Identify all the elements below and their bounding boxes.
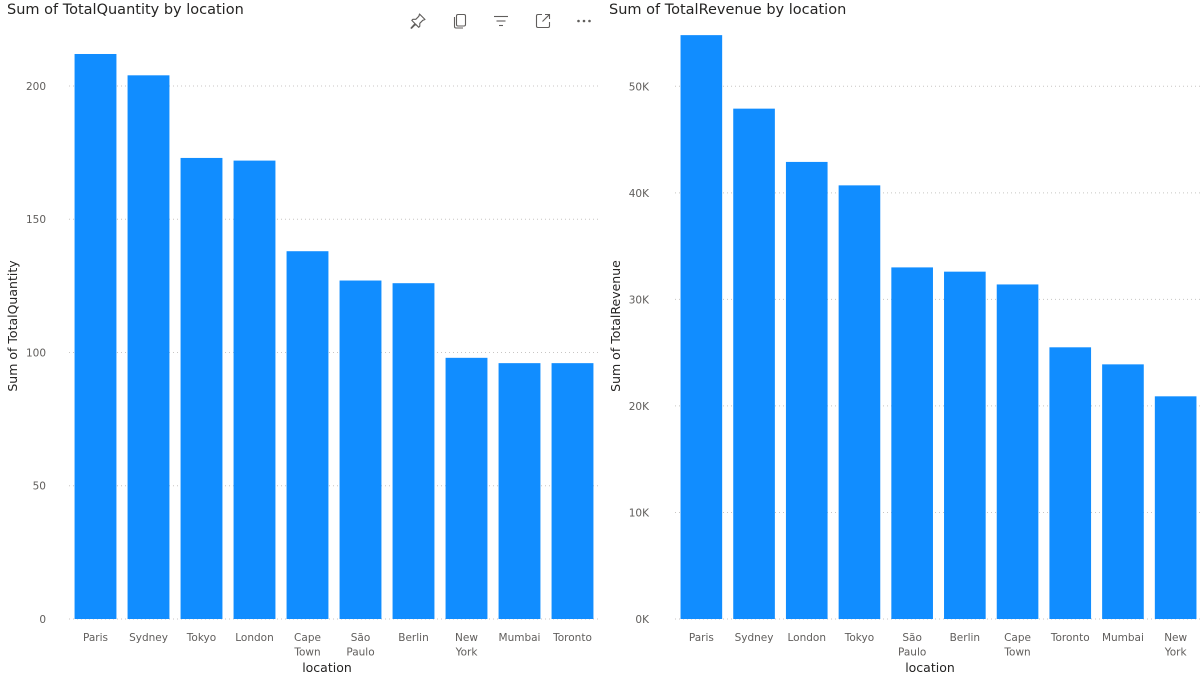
bar[interactable]	[1049, 347, 1092, 619]
pin-icon	[410, 13, 426, 29]
y-tick-label: 20K	[629, 401, 650, 413]
x-tick-label: Toronto	[1050, 632, 1090, 644]
x-tick-label: Berlin	[398, 632, 428, 644]
x-tick-label: Mumbai	[1102, 632, 1144, 644]
bar[interactable]	[180, 157, 223, 620]
x-tick-label: Toronto	[552, 632, 592, 644]
quantity-bar-chart: 0 50 100 150 200 Paris Sydney Tokyo London Cape To…	[5, 53, 599, 675]
x-tick-label: New York	[1164, 632, 1188, 659]
more-options-button[interactable]	[570, 8, 598, 34]
x-tick-label: London	[235, 632, 274, 644]
filter-button[interactable]	[487, 8, 515, 34]
y-axis-title: Sum of TotalRevenue	[608, 260, 623, 392]
x-axis-title: location	[302, 660, 352, 675]
y-tick-label: 200	[26, 81, 46, 93]
revenue-bar-chart: 0K 10K 20K 30K 40K 50K Paris Sydney London Tokyo S…	[608, 35, 1202, 675]
x-tick-label: São Paulo	[346, 632, 374, 659]
bar[interactable]	[891, 267, 933, 619]
x-tick-label: Mumbai	[499, 632, 541, 644]
bar[interactable]	[74, 53, 117, 619]
x-tick-label: Paris	[689, 632, 714, 644]
y-tick-label: 40K	[629, 188, 650, 200]
x-tick-label: Sydney	[129, 632, 168, 644]
x-tick-label: New York	[455, 632, 479, 659]
quantity-chart-visual[interactable]: Sum of TotalQuantity by location 0 50 100 1…	[0, 0, 600, 676]
y-tick-label: 0	[39, 614, 46, 626]
copy-icon	[453, 13, 466, 29]
bar[interactable]	[680, 35, 723, 619]
x-tick-label: Berlin	[950, 632, 980, 644]
bar[interactable]	[551, 363, 594, 619]
bar[interactable]	[392, 283, 435, 619]
bar[interactable]	[127, 75, 170, 619]
visual-header-toolbar	[404, 8, 612, 34]
focus-mode-icon	[535, 13, 550, 29]
y-tick-label: 50	[33, 481, 46, 493]
y-tick-label: 150	[26, 214, 46, 226]
x-tick-label: Cape Town	[293, 632, 321, 659]
more-options-icon	[577, 19, 591, 23]
bar[interactable]	[498, 363, 541, 619]
bar[interactable]	[1154, 396, 1197, 619]
chart-title: Sum of TotalRevenue by location	[609, 2, 847, 18]
bar[interactable]	[286, 251, 329, 619]
bar[interactable]	[1102, 364, 1144, 619]
x-axis-title: location	[905, 660, 955, 675]
bar[interactable]	[733, 108, 775, 619]
x-tick-label: London	[788, 632, 827, 644]
revenue-chart-visual[interactable]: Sum of TotalRevenue by location 0K 10K 20K…	[603, 0, 1203, 676]
bar[interactable]	[785, 161, 828, 620]
x-tick-label: Sydney	[735, 632, 774, 644]
filter-icon	[494, 15, 508, 27]
x-tick-label: Tokyo	[844, 632, 874, 644]
y-tick-label: 50K	[629, 81, 650, 93]
bar[interactable]	[944, 271, 986, 619]
bar[interactable]	[838, 185, 881, 620]
y-tick-label: 0K	[635, 614, 650, 626]
y-axis-title: Sum of TotalQuantity	[5, 260, 20, 392]
bar[interactable]	[339, 280, 382, 619]
pin-visual-button[interactable]	[404, 8, 432, 34]
y-tick-label: 30K	[629, 294, 650, 306]
focus-mode-button[interactable]	[529, 8, 557, 34]
x-tick-label: Cape Town	[1003, 632, 1031, 659]
bar[interactable]	[445, 357, 488, 619]
x-tick-label: Paris	[83, 632, 108, 644]
y-tick-label: 100	[26, 347, 46, 359]
bar[interactable]	[996, 284, 1039, 619]
y-tick-label: 10K	[629, 507, 650, 519]
chart-title: Sum of TotalQuantity by location	[7, 2, 244, 18]
copy-visual-button[interactable]	[446, 8, 474, 34]
bar[interactable]	[233, 160, 276, 619]
x-tick-label: São Paulo	[898, 632, 926, 659]
x-tick-label: Tokyo	[186, 632, 216, 644]
